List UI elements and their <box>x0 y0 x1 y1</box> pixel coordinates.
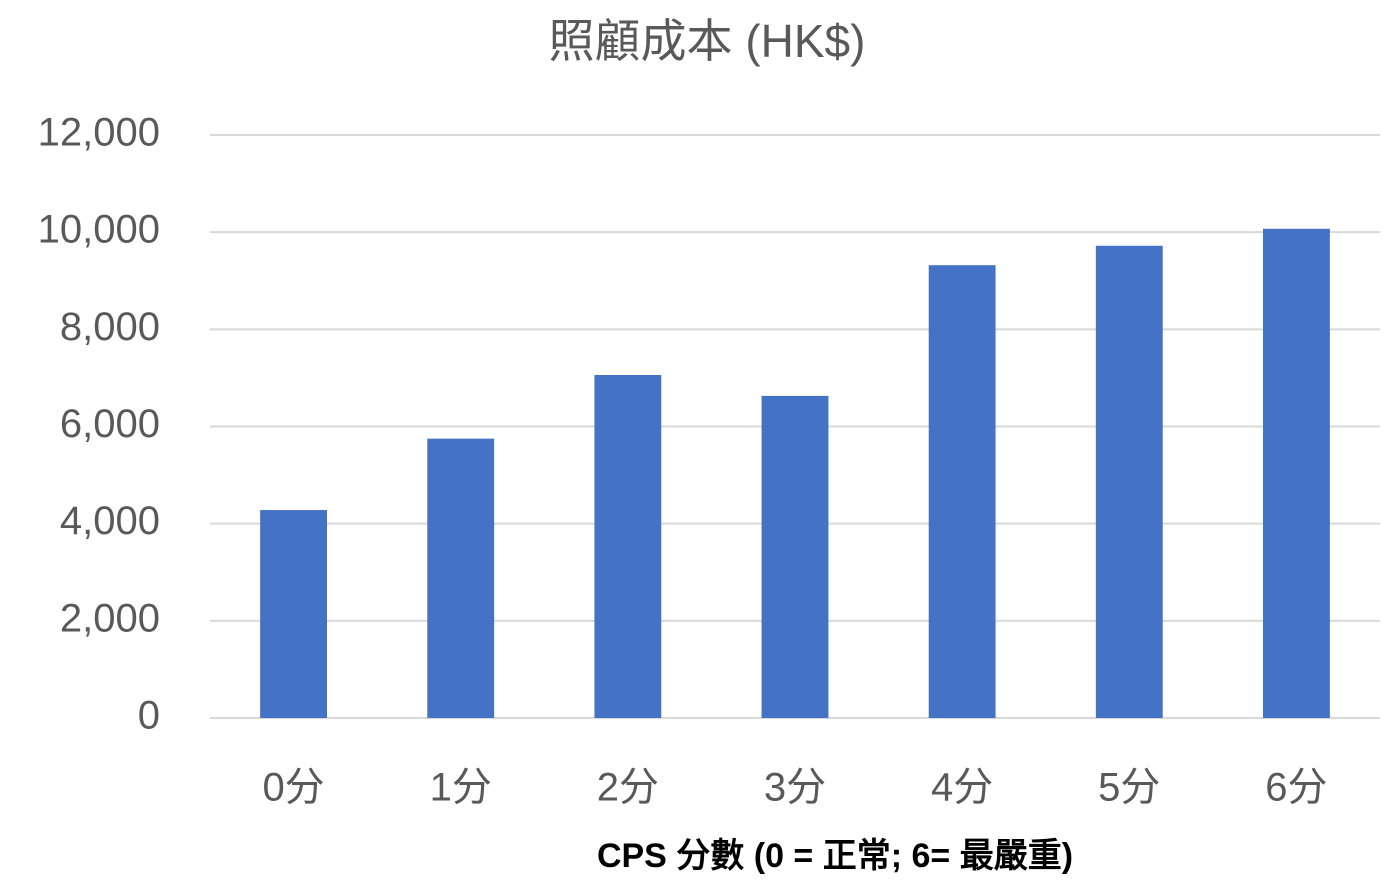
bar <box>928 265 996 718</box>
x-tick-label: 6分 <box>1265 766 1327 810</box>
bar <box>1263 228 1330 718</box>
y-tick-label: 10,000 <box>38 208 160 252</box>
x-tick-label: 0分 <box>262 766 324 810</box>
chart-title: 照顧成本 (HK$) <box>549 15 866 67</box>
y-tick-label: 4,000 <box>60 499 160 543</box>
y-tick-label: 6,000 <box>60 402 160 446</box>
y-tick-label: 12,000 <box>38 111 160 155</box>
bar <box>594 375 662 718</box>
y-tick-label: 0 <box>138 694 160 738</box>
bar <box>1095 245 1163 718</box>
bar <box>260 510 327 718</box>
x-tick-label: 4分 <box>931 766 993 810</box>
y-tick-label: 2,000 <box>60 596 160 640</box>
x-tick-label: 1分 <box>430 766 492 810</box>
x-axis-title: CPS 分數 (0 = 正常; 6= 最嚴重) <box>597 837 1073 875</box>
x-tick-label: 2分 <box>597 766 659 810</box>
bar <box>427 438 495 718</box>
bar <box>761 395 829 718</box>
x-tick-label: 3分 <box>764 766 826 810</box>
y-tick-label: 8,000 <box>60 305 160 349</box>
x-tick-label: 5分 <box>1098 766 1160 810</box>
